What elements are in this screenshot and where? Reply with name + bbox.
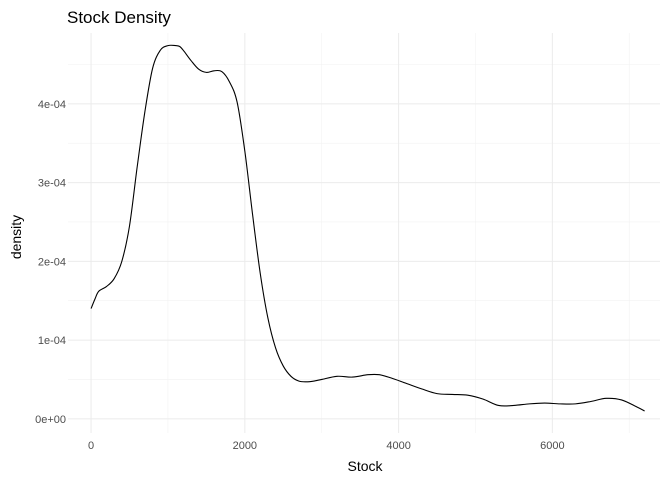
y-tick-label: 4e-04 bbox=[38, 99, 66, 111]
y-tick-label: 3e-04 bbox=[38, 178, 66, 190]
y-axis-label: density bbox=[8, 215, 24, 259]
series-layer bbox=[90, 44, 645, 412]
x-tick-label: 0 bbox=[88, 440, 94, 452]
chart-title: Stock Density bbox=[67, 8, 171, 27]
y-tick-label: 0e+00 bbox=[35, 414, 66, 426]
x-axis-label: Stock bbox=[347, 458, 383, 474]
x-tick-label: 6000 bbox=[540, 440, 564, 452]
density-curve bbox=[90, 44, 645, 412]
x-tick-label: 4000 bbox=[386, 440, 410, 452]
x-tick-label: 2000 bbox=[233, 440, 257, 452]
tick-labels: 0 2000 4000 6000 0e+00 1e-04 2e-04 3e-04 4e-04 bbox=[35, 99, 565, 452]
grid bbox=[68, 33, 660, 433]
y-tick-label: 1e-04 bbox=[38, 335, 66, 347]
y-tick-label: 2e-04 bbox=[38, 256, 66, 268]
